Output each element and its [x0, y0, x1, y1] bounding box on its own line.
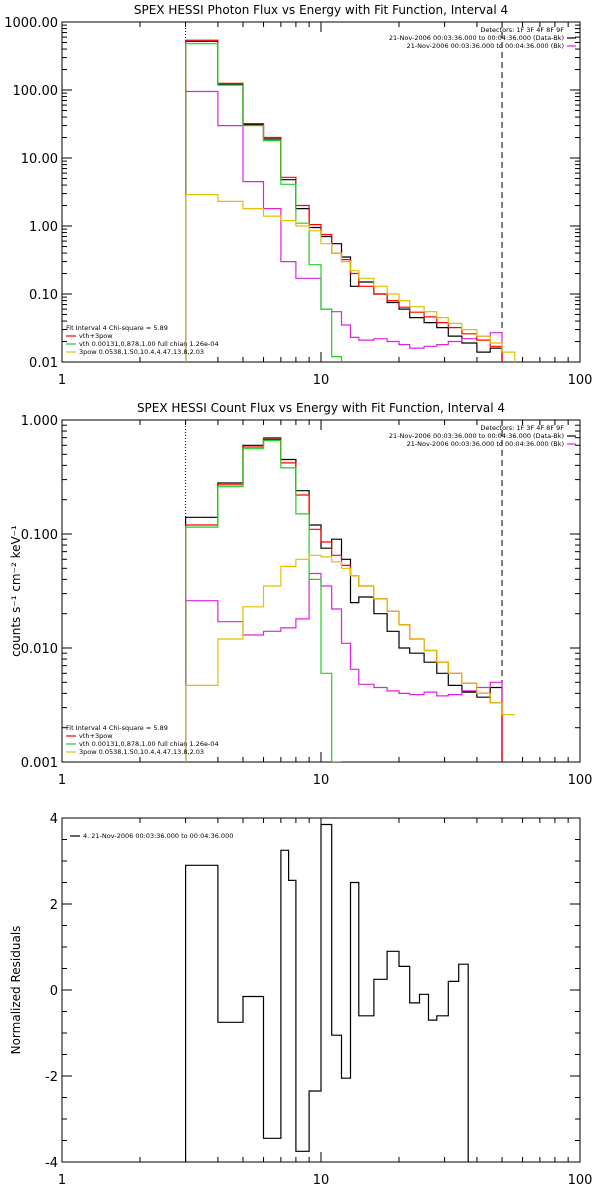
y-tick-label: 0.010: [21, 642, 58, 657]
y-tick-label: 0.10: [29, 288, 58, 303]
legend-bottom-entry: vth+3pow: [79, 332, 113, 340]
x-tick-label: 1: [58, 773, 66, 788]
series-residuals: [185, 823, 469, 1162]
y-tick-label: -2: [45, 1070, 58, 1085]
x-tick-label: 100: [568, 373, 593, 388]
plot-area: [185, 437, 515, 762]
legend-bottom-entry: vth 0.00131,0.878,1.00 full chian 1.26e-…: [79, 340, 219, 348]
x-tick-label: 100: [568, 1173, 593, 1188]
legend-bottom-entry: Fit Interval 4 Chi-square = 5.89: [66, 724, 168, 732]
plot-area: [185, 823, 469, 1162]
y-tick-label: 0.01: [29, 356, 58, 371]
legend-top-entry: Detectors: 1F 3F 4F 8F 9F: [480, 424, 564, 432]
y-tick-label: -4: [45, 1156, 58, 1171]
legend-top-entry: 21-Nov-2006 00:03:36.000 to 00:04:36.000…: [389, 34, 564, 42]
legend-top-entry: 21-Nov-2006 00:03:36.000 to 00:04:36.000…: [389, 432, 564, 440]
series-data-bk: [185, 438, 503, 762]
series-vth: [185, 43, 343, 362]
series-bk: [185, 90, 503, 362]
legend-top-entry: Detectors: 1F 3F 4F 8F 9F: [480, 26, 564, 34]
series-vth: [185, 440, 342, 762]
y-axis-label: counts s⁻¹ cm⁻² keV⁻¹: [9, 525, 23, 657]
chart-panel-3: Normalized Residuals 1 10 100 -4 -2 0 2 4 4. 21-N…: [9, 812, 592, 1188]
y-tick-label: 2: [50, 898, 58, 913]
chart-title: SPEX HESSI Count Flux vs Energy with Fit…: [137, 401, 505, 415]
x-tick-label: 1: [58, 373, 66, 388]
series-vth-3pow: [185, 39, 503, 362]
legend-bottom-entry: vth 0.00131,0.878,1.00 full chian 1.26e-…: [79, 740, 219, 748]
legend-bottom-entry: vth+3pow: [79, 732, 113, 740]
y-axis-label: Normalized Residuals: [9, 926, 23, 1055]
y-tick-label: 1.000: [21, 414, 58, 429]
x-tick-label: 10: [313, 1173, 330, 1188]
y-tick-label: 1000.00: [4, 16, 58, 31]
legend-top-entry: 21-Nov-2006 00:03:36.000 to 00:04:36.000…: [407, 42, 564, 50]
y-tick-label: 100.00: [13, 84, 59, 99]
y-tick-label: 0: [50, 984, 58, 999]
series-3pow: [185, 554, 515, 762]
y-tick-label: 1.00: [29, 220, 58, 235]
y-tick-label: 4: [50, 812, 58, 827]
legend-top-entry: 21-Nov-2006 00:03:36.000 to 00:04:36.000…: [407, 440, 564, 448]
chart-panel-2: SPEX HESSI Count Flux vs Energy with Fit…: [9, 401, 592, 788]
x-tick-label: 10: [313, 373, 330, 388]
legend-bottom-entry: 3pow 0.0538,1.50,10.4,4.47,13.8,2.03: [79, 748, 204, 756]
y-tick-label: 10.00: [21, 152, 58, 167]
series-bk: [185, 572, 503, 762]
x-tick-label: 100: [568, 773, 593, 788]
legend-entry: 4. 21-Nov-2006 00:03:36.000 to 00:04:36.…: [83, 832, 233, 840]
legend-bottom-entry: 3pow 0.0538,1.50,10.4,4.47,13.8,2.03: [79, 348, 204, 356]
y-tick-label: 0.001: [21, 756, 58, 771]
y-tick-label: 0.100: [21, 528, 58, 543]
x-tick-label: 10: [313, 773, 330, 788]
series-3pow: [185, 194, 516, 362]
plot-area: [185, 39, 516, 362]
chart-panel-1: SPEX HESSI Photon Flux vs Energy with Fi…: [4, 3, 592, 388]
legend-bottom-entry: Fit Interval 4 Chi-square = 5.89: [66, 324, 168, 332]
x-tick-label: 1: [58, 1173, 66, 1188]
chart-title: SPEX HESSI Photon Flux vs Energy with Fi…: [134, 3, 508, 17]
